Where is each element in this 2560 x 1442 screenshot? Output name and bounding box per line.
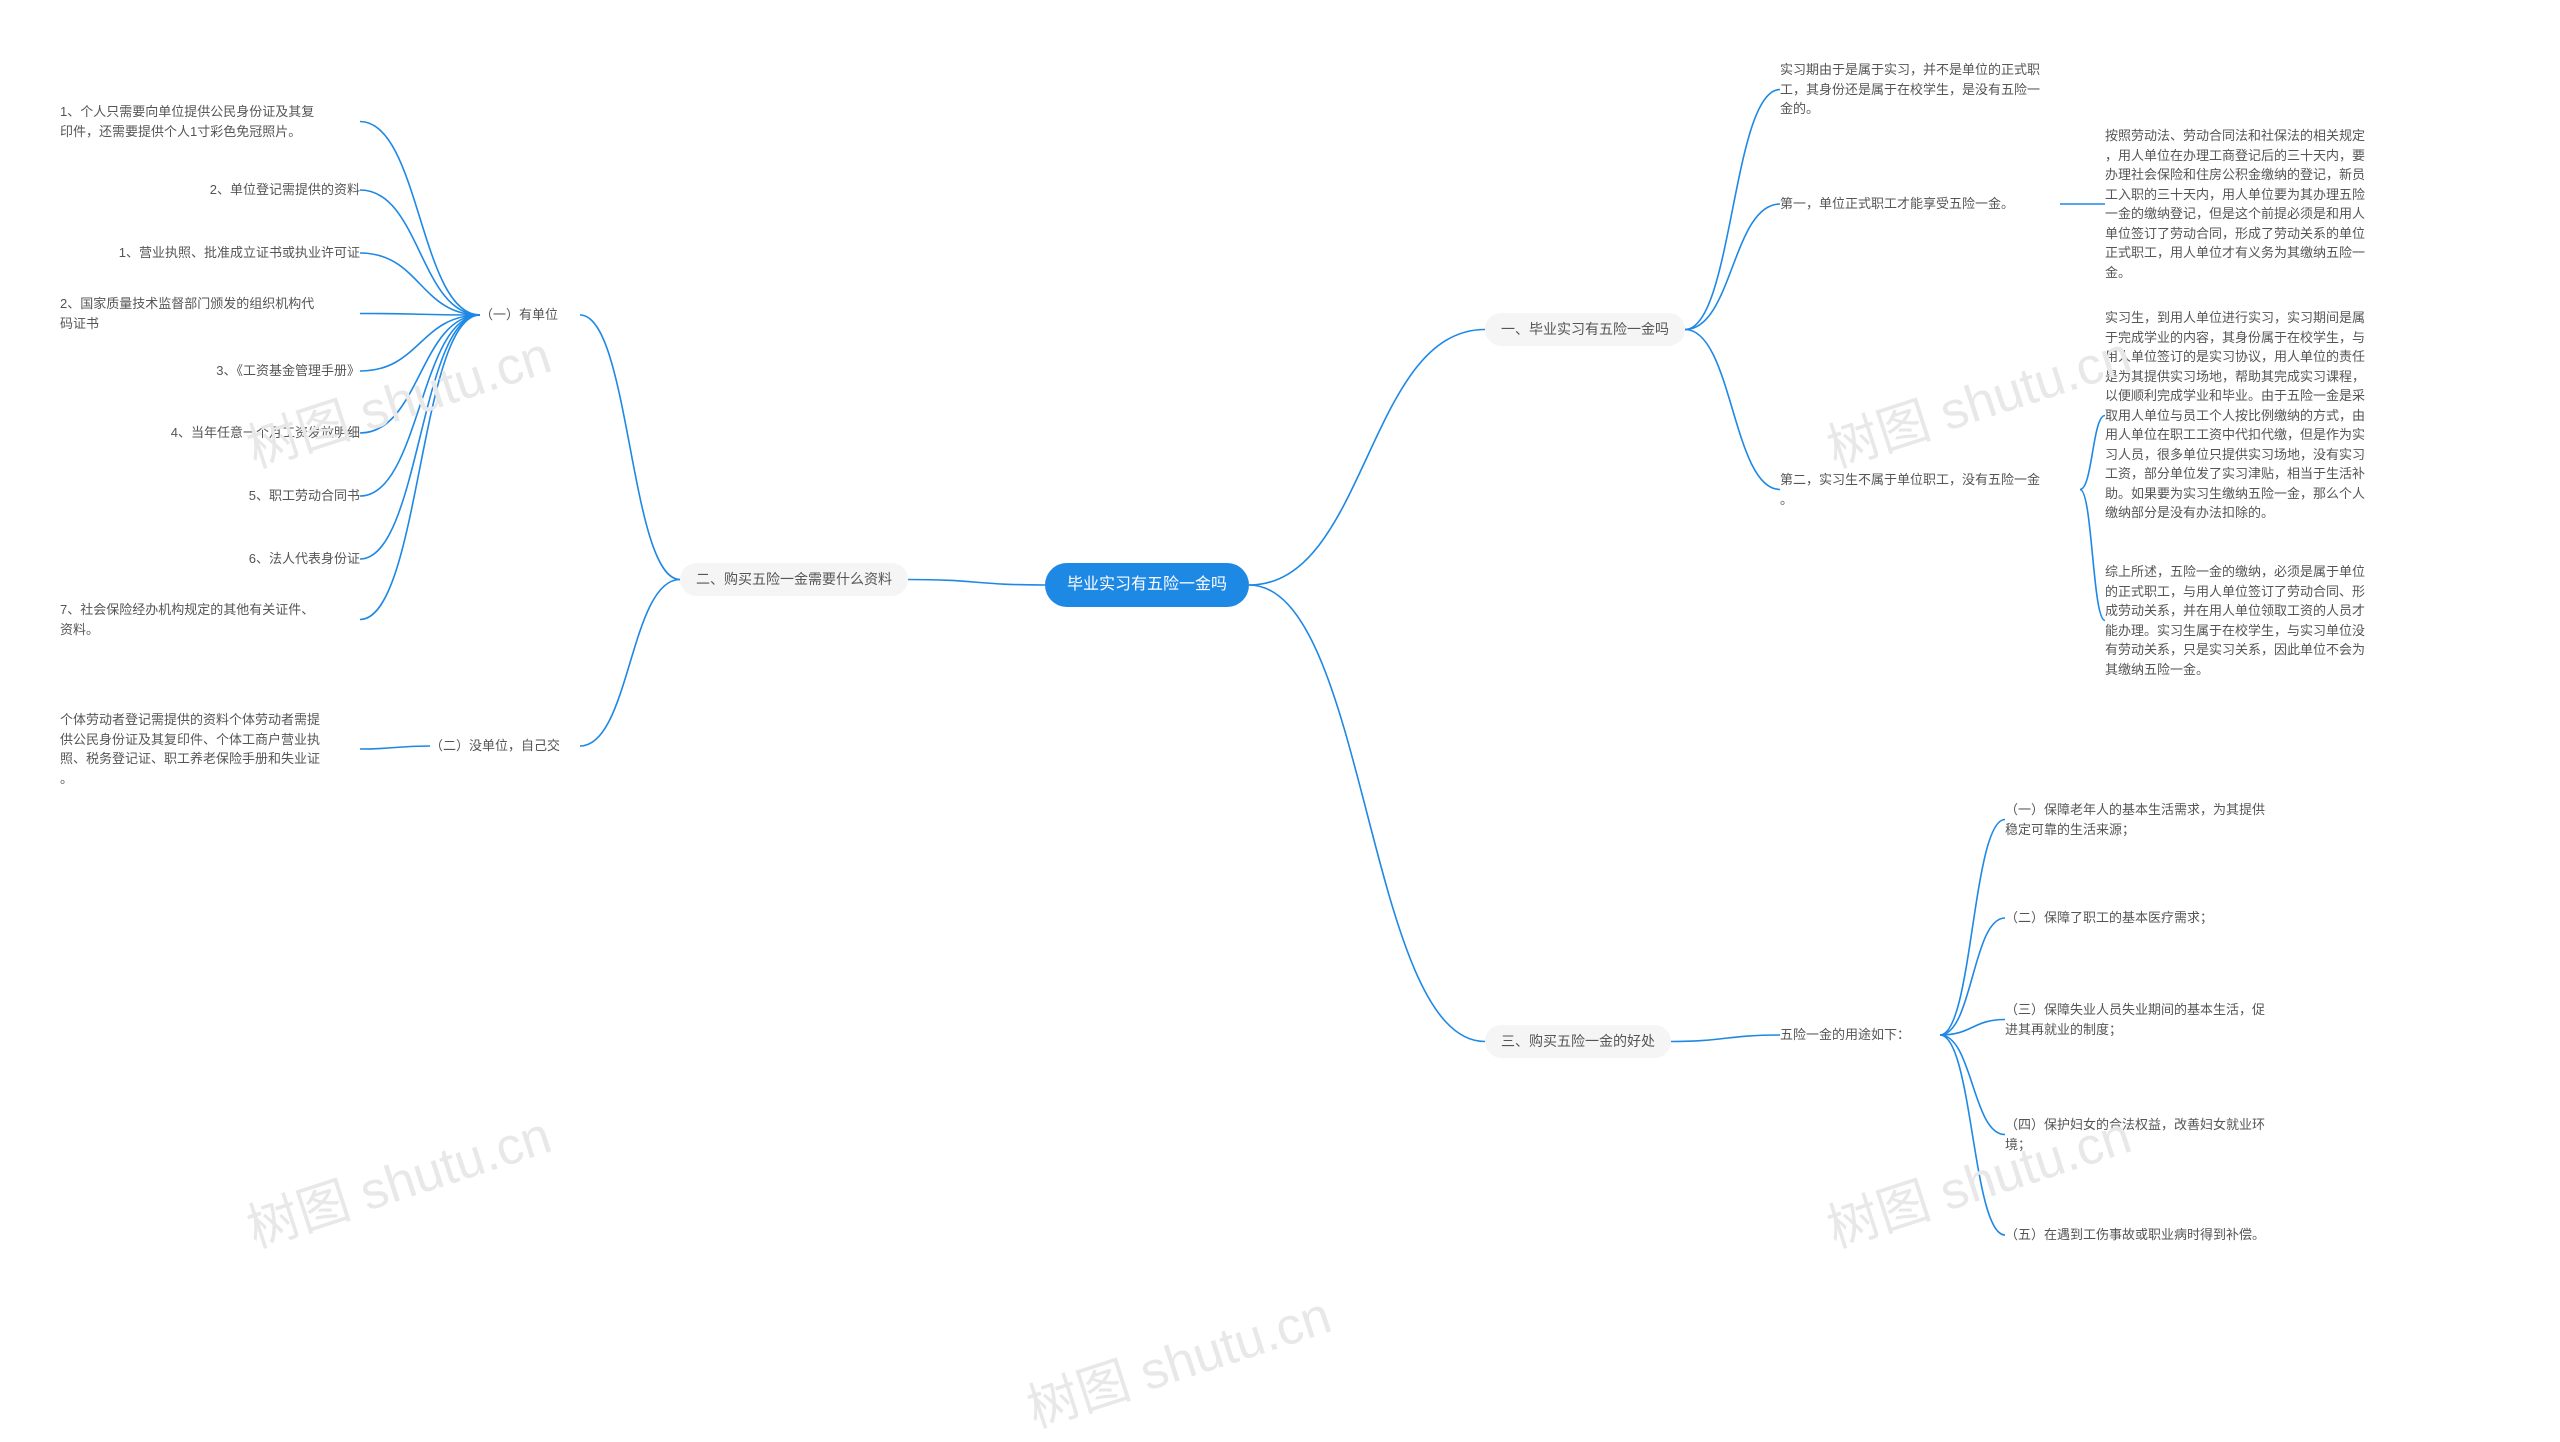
node-root: 毕业实习有五险一金吗: [1045, 563, 1249, 607]
node-b2c2: （二）没单位，自己交: [430, 736, 580, 756]
node-b2: 二、购买五险一金需要什么资料: [680, 563, 908, 596]
node-b3c1c: （三）保障失业人员失业期间的基本生活，促 进其再就业的制度；: [2005, 1000, 2305, 1039]
node-b1c3b: 综上所述，五险一金的缴纳，必须是属于单位 的正式职工，与用人单位签订了劳动合同、…: [2105, 562, 2415, 679]
node-b3c1a: （一）保障老年人的基本生活需求，为其提供 稳定可靠的生活来源；: [2005, 800, 2305, 839]
node-b2c1e: 3、《工资基金管理手册》: [60, 361, 360, 381]
node-b2c1g: 5、职工劳动合同书: [60, 486, 360, 506]
node-b2c2a: 个体劳动者登记需提供的资料个体劳动者需提 供公民身份证及其复印件、个体工商户营业…: [60, 710, 360, 788]
node-b3c1: 五险一金的用途如下：: [1780, 1025, 1940, 1045]
node-b3c1d: （四）保护妇女的合法权益，改善妇女就业环 境；: [2005, 1115, 2305, 1154]
node-b3c1b: （二）保障了职工的基本医疗需求；: [2005, 908, 2305, 928]
node-b2c1a: 1、个人只需要向单位提供公民身份证及其复 印件，还需要提供个人1寸彩色免冠照片。: [60, 102, 360, 141]
node-b2c1c: 1、营业执照、批准成立证书或执业许可证: [60, 243, 360, 263]
node-b2c1: （一）有单位: [480, 305, 580, 325]
node-b2c1h: 6、法人代表身份证: [60, 549, 360, 569]
node-b3: 三、购买五险一金的好处: [1485, 1025, 1671, 1058]
node-b2c1b: 2、单位登记需提供的资料: [60, 180, 360, 200]
node-b1c3: 第二，实习生不属于单位职工，没有五险一金 。: [1780, 470, 2080, 509]
node-b1c2: 第一，单位正式职工才能享受五险一金。: [1780, 194, 2060, 214]
node-b2c1i: 7、社会保险经办机构规定的其他有关证件、 资料。: [60, 600, 360, 639]
node-b1c2a: 按照劳动法、劳动合同法和社保法的相关规定 ，用人单位在办理工商登记后的三十天内，…: [2105, 126, 2415, 282]
node-b3c1e: （五）在遇到工伤事故或职业病时得到补偿。: [2005, 1225, 2305, 1245]
node-b1c1: 实习期由于是属于实习，并不是单位的正式职 工，其身份还是属于在校学生，是没有五险…: [1780, 60, 2080, 119]
node-b1: 一、毕业实习有五险一金吗: [1485, 313, 1685, 346]
node-b2c1d: 2、国家质量技术监督部门颁发的组织机构代 码证书: [60, 294, 360, 333]
node-b1c3a: 实习生，到用人单位进行实习，实习期间是属 于完成学业的内容，其身份属于在校学生，…: [2105, 308, 2415, 523]
node-b2c1f: 4、当年任意一个月工资发放明细: [60, 423, 360, 443]
